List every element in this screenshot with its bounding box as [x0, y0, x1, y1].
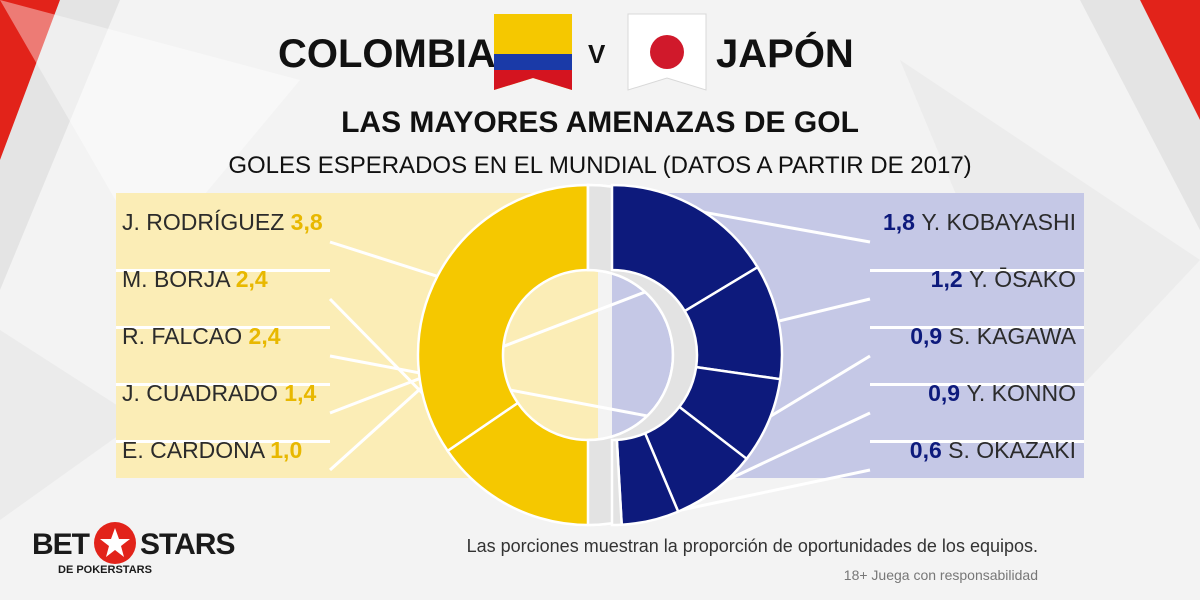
team-right-title: JAPÓN	[716, 32, 854, 76]
colombia-player-label-4: E. CARDONA 1,0	[122, 437, 302, 463]
brand-stars: STARS	[140, 528, 235, 561]
brand-logo: BET	[32, 528, 90, 562]
japan-connector-2	[764, 354, 871, 421]
japan-player-label-3: 0,9 Y. KONNO	[928, 380, 1076, 406]
colombia-flag-icon	[494, 14, 572, 90]
versus-label: V	[588, 39, 606, 69]
chart-footnote: Las porciones muestran la proporción de …	[466, 536, 1038, 556]
japan-connector-0	[693, 208, 871, 244]
japan-connector-3	[712, 411, 871, 488]
colombia-slice-0	[416, 183, 590, 453]
responsible-gambling-note: 18+ Juega con responsabilidad	[843, 567, 1038, 583]
colombia-player-label-3: J. CUADRADO 1,4	[122, 380, 316, 406]
japan-player-label-0: 1,8 Y. KOBAYASHI	[883, 209, 1076, 235]
japan-player-label-1: 1,2 Y. ŌSAKO	[931, 266, 1076, 292]
star-logo-icon	[94, 522, 136, 564]
chart-subtitle: LAS MAYORES AMENAZAS DE GOL	[341, 106, 859, 139]
japan-slice-0	[610, 183, 760, 313]
brand-bet: BET	[32, 528, 90, 561]
japan-player-label-4: 0,6 S. OKAZAKI	[910, 437, 1076, 463]
colombia-player-label-0: J. RODRÍGUEZ 3,8	[122, 209, 323, 235]
japan-connector-1	[774, 297, 871, 324]
brand-subtitle: DE POKERSTARS	[58, 564, 152, 576]
japan-remainder-slice	[610, 438, 624, 527]
team-left-title: COLOMBIA	[278, 32, 496, 76]
japan-player-label-2: 0,9 S. KAGAWA	[910, 323, 1076, 349]
japan-flag-icon	[627, 13, 707, 91]
chart-description: GOLES ESPERADOS EN EL MUNDIAL (DATOS A P…	[228, 152, 972, 179]
colombia-player-label-1: M. BORJA 2,4	[122, 266, 268, 292]
colombia-connector-0	[329, 240, 442, 279]
colombia-player-label-2: R. FALCAO 2,4	[122, 323, 281, 349]
